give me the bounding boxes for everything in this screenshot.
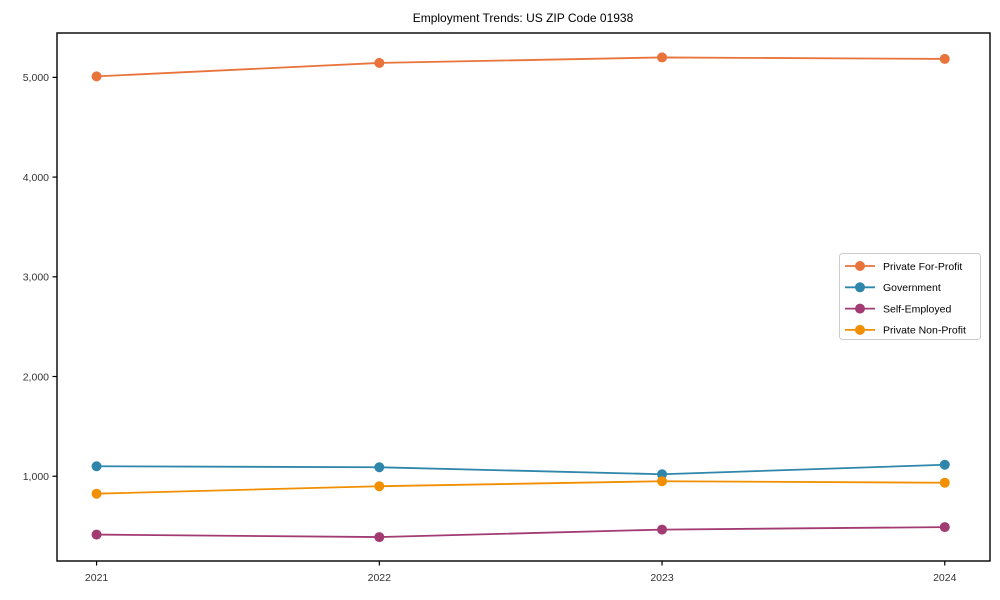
- x-tick-label: 2023: [650, 572, 674, 584]
- legend-item-label: Self-Employed: [883, 303, 951, 315]
- legend-item-label: Government: [883, 282, 941, 294]
- data-point-marker: [91, 488, 102, 499]
- data-point-marker: [91, 71, 102, 82]
- x-tick-label: 2024: [933, 572, 957, 584]
- legend-box: [839, 253, 981, 340]
- data-point-marker: [939, 53, 950, 64]
- data-point-marker: [374, 481, 385, 492]
- legend-item-label: Private For-Profit: [883, 261, 962, 273]
- data-point-marker: [939, 459, 950, 470]
- data-point-marker: [374, 532, 385, 543]
- series-line: [96, 463, 945, 476]
- data-point-marker: [374, 57, 385, 68]
- data-point-marker: [374, 462, 385, 473]
- y-tick-label: 1,000: [23, 471, 49, 483]
- y-tick-label: 4,000: [23, 172, 49, 184]
- y-tick-label: 5,000: [23, 72, 49, 84]
- data-point-marker: [657, 476, 668, 487]
- x-tick-label: 2022: [368, 572, 392, 584]
- data-point-marker: [657, 52, 668, 63]
- legend-sample-marker: [855, 324, 865, 335]
- data-point-marker: [91, 461, 102, 472]
- legend: Private For-Profit Government Self-Employe…: [839, 253, 981, 340]
- chart-title: Employment Trends: US ZIP Code 01938: [413, 11, 634, 25]
- x-tick-label: 2021: [85, 572, 109, 584]
- series-line: [96, 480, 945, 495]
- legend-sample-marker: [855, 303, 865, 314]
- legend-sample-marker: [855, 282, 865, 293]
- data-point-marker: [657, 469, 668, 480]
- y-tick-label: 3,000: [23, 272, 49, 284]
- series-line: [96, 526, 945, 538]
- legend-sample-marker: [855, 261, 865, 271]
- data-point-marker: [939, 477, 950, 488]
- series-line: [96, 56, 945, 78]
- data-point-marker: [91, 529, 102, 540]
- data-point-marker: [657, 524, 668, 535]
- legend-item-label: Private Non-Profit: [883, 325, 966, 337]
- axes-frame: [56, 32, 991, 562]
- y-tick-label: 2,000: [23, 371, 49, 383]
- data-point-marker: [939, 522, 950, 533]
